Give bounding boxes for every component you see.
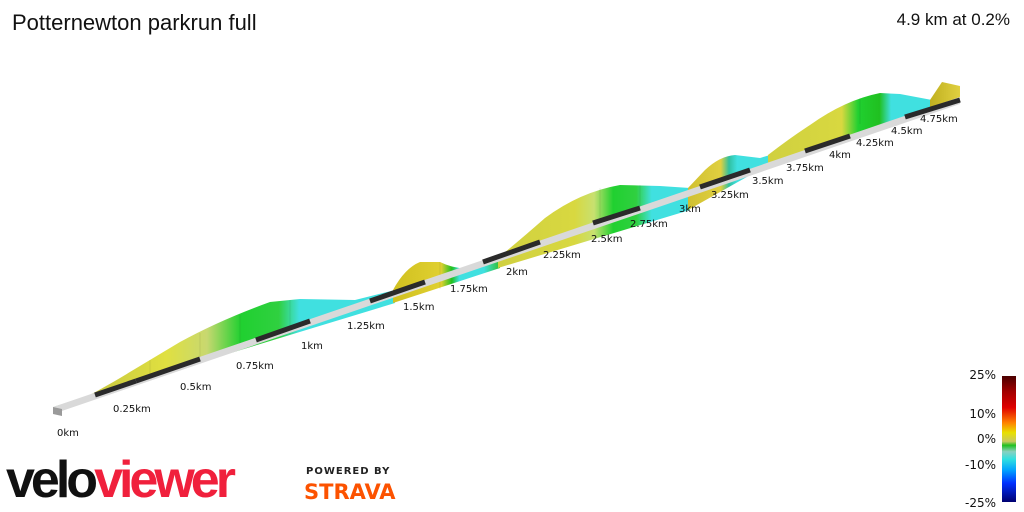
page-title: Potternewton parkrun full (12, 10, 257, 35)
legend-label-10: 10% (969, 407, 996, 421)
veloviewer-logo[interactable]: veloviewer (6, 451, 236, 509)
tick-0km: 0km (57, 428, 79, 439)
tick-2km: 2km (506, 267, 528, 278)
legend-label-neg25: -25% (964, 496, 996, 510)
tick-3.25km: 3.25km (711, 190, 749, 201)
legend-label-neg10: -10% (964, 458, 996, 472)
powered-by-label: POWERED BY (306, 466, 391, 477)
tick-1.5km: 1.5km (403, 302, 434, 313)
tick-0.5km: 0.5km (180, 382, 211, 393)
tick-1.75km: 1.75km (450, 284, 488, 295)
tick-2.25km: 2.25km (543, 250, 581, 261)
tick-1km: 1km (301, 341, 323, 352)
distance-axis-labels: 0km 0.25km 0.5km 0.75km 1km 1.25km 1.5km… (57, 114, 958, 439)
legend-label-0: 0% (976, 432, 996, 446)
terrain-surface (53, 82, 960, 407)
tick-2.75km: 2.75km (630, 219, 668, 230)
tick-0.75km: 0.75km (236, 361, 274, 372)
tick-4km: 4km (829, 150, 851, 161)
tick-4.75km: 4.75km (920, 114, 958, 125)
tick-3km: 3km (679, 204, 701, 215)
logo-velo: velo (6, 451, 98, 509)
tick-3.5km: 3.5km (752, 176, 783, 187)
logo-viewer: viewer (94, 451, 236, 509)
gradient-color-scale (1002, 376, 1016, 502)
route-summary: 4.9 km at 0.2% (896, 10, 1010, 29)
tick-4.5km: 4.5km (891, 126, 922, 137)
distance-base (53, 97, 961, 416)
tick-4.25km: 4.25km (856, 138, 894, 149)
strava-logo[interactable]: STRAVA (304, 480, 396, 504)
tick-2.5km: 2.5km (591, 234, 622, 245)
tick-1.25km: 1.25km (347, 321, 385, 332)
tick-0.25km: 0.25km (113, 404, 151, 415)
tick-3.75km: 3.75km (786, 163, 824, 174)
legend-label-25: 25% (969, 368, 996, 382)
